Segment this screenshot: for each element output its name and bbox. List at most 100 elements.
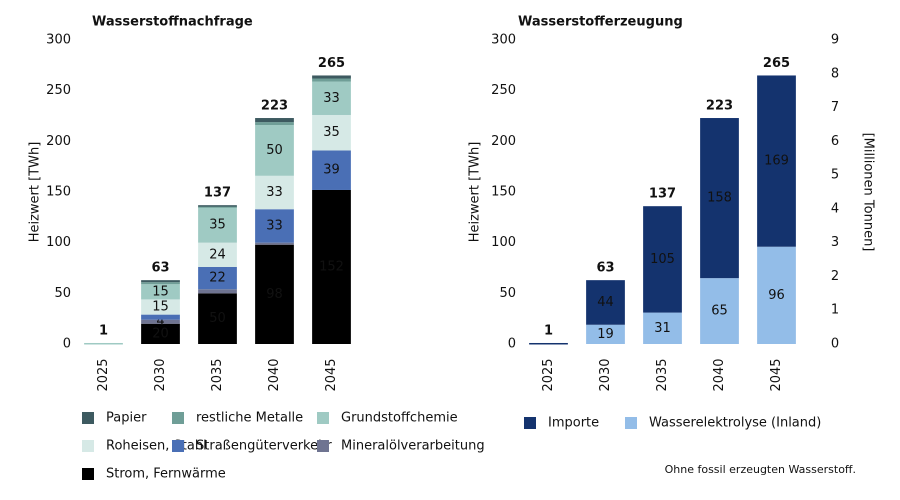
data-label: 50 (266, 143, 283, 158)
bar-segment (529, 342, 568, 345)
data-label: 169 (764, 154, 789, 169)
legend-label: Importe (548, 416, 599, 431)
y2-axis-label: [Millionen Tonnen] (861, 133, 876, 252)
y-tick-label: 150 (491, 185, 516, 200)
data-label: 33 (266, 185, 283, 200)
y-tick-label: 200 (491, 134, 516, 149)
data-label: 96 (768, 288, 785, 303)
bar-segment (757, 75, 796, 247)
legend-label: Wasserelektrolyse (Inland) (649, 416, 821, 431)
bar-segment (255, 242, 294, 245)
y-tick-label: 150 (46, 185, 71, 200)
y2-tick-label: 9 (831, 33, 839, 48)
total-label: 1 (544, 323, 553, 338)
legend-label: Strom, Fernwärme (106, 467, 226, 482)
y2-tick-label: 4 (831, 201, 839, 216)
y-tick-label: 250 (46, 83, 71, 98)
bar-segment (312, 78, 351, 82)
legend-swatch (172, 412, 184, 424)
total-label: 265 (318, 56, 345, 71)
bar-segment (312, 114, 351, 151)
data-label: 33 (266, 218, 283, 233)
x-tick-label: 2035 (210, 358, 225, 391)
y-axis-label: Heizwert [TWh] (468, 142, 483, 243)
y-tick-label: 300 (491, 33, 516, 48)
legend-swatch (625, 417, 637, 429)
chart-title: Wasserstoffnachfrage (92, 15, 253, 30)
data-label: 20 (152, 326, 169, 341)
legend-label: Mineralölverarbeitung (341, 439, 485, 454)
y-tick-label: 250 (491, 83, 516, 98)
data-label: 19 (597, 327, 614, 342)
x-tick-label: 2040 (712, 358, 727, 391)
bar-segment (643, 312, 682, 344)
y-tick-label: 100 (46, 235, 71, 250)
bar-segment (255, 118, 294, 123)
bar-segment (198, 266, 237, 290)
legend-label: Papier (106, 411, 147, 426)
bar-segment (141, 299, 180, 315)
legend-label: Grundstoffchemie (341, 411, 458, 426)
y-tick-label: 0 (508, 337, 516, 352)
x-tick-label: 2030 (598, 358, 613, 391)
total-label: 63 (596, 261, 614, 276)
y2-tick-label: 1 (831, 303, 839, 318)
y-tick-label: 200 (46, 134, 71, 149)
legend-swatch (317, 440, 329, 452)
bar-segment (141, 280, 180, 283)
bar-segment (141, 284, 180, 300)
bar-segment (141, 314, 180, 320)
data-label: 65 (711, 304, 728, 319)
bar-segment (198, 242, 237, 267)
bar-segment (198, 289, 237, 294)
data-label: 98 (266, 287, 283, 302)
bar-segment (586, 280, 625, 325)
x-tick-label: 2030 (153, 358, 168, 391)
data-label: 15 (152, 284, 169, 299)
bar-segment (198, 205, 237, 207)
bar-segment (312, 189, 351, 344)
bar-segment (255, 122, 294, 126)
bar-segment (255, 209, 294, 243)
bar-segment (700, 278, 739, 344)
bar-segment (198, 207, 237, 243)
y-tick-label: 100 (491, 235, 516, 250)
data-label: 158 (707, 191, 732, 206)
bar-segment (84, 342, 123, 345)
total-label: 137 (204, 186, 231, 201)
x-tick-label: 2025 (96, 358, 111, 391)
bar-segment (141, 323, 180, 344)
data-label: 24 (209, 247, 226, 262)
total-label: 1 (99, 323, 108, 338)
y-axis-label: Heizwert [TWh] (28, 142, 43, 243)
footnote: Ohne fossil erzeugten Wasserstoff. (665, 463, 856, 476)
y2-tick-label: 8 (831, 66, 839, 81)
y2-tick-label: 6 (831, 134, 839, 149)
y-tick-label: 300 (46, 33, 71, 48)
bar-segment (312, 81, 351, 115)
legend-swatch (82, 412, 94, 424)
bar-segment (312, 150, 351, 190)
data-label: 4 (156, 314, 164, 329)
legend-label: restliche Metalle (196, 411, 303, 426)
legend-label: Straßengüterverkehr (196, 439, 332, 454)
legend-label: Roheisen, Stahl (106, 439, 207, 454)
bar-segment (700, 118, 739, 279)
bar-segment (757, 246, 796, 344)
y-tick-label: 0 (63, 337, 71, 352)
data-label: 50 (209, 311, 226, 326)
data-label: 31 (654, 321, 671, 336)
legend-swatch (82, 468, 94, 480)
x-tick-label: 2045 (769, 358, 784, 391)
y2-tick-label: 7 (831, 100, 839, 115)
data-label: 39 (323, 163, 340, 178)
chart-title: Wasserstofferzeugung (518, 15, 683, 30)
x-tick-label: 2035 (655, 358, 670, 391)
x-tick-label: 2045 (324, 358, 339, 391)
data-label: 33 (323, 91, 340, 106)
data-label: 15 (152, 300, 169, 315)
bar-segment (586, 324, 625, 344)
data-label: 35 (209, 217, 226, 232)
data-label: 22 (209, 271, 226, 286)
